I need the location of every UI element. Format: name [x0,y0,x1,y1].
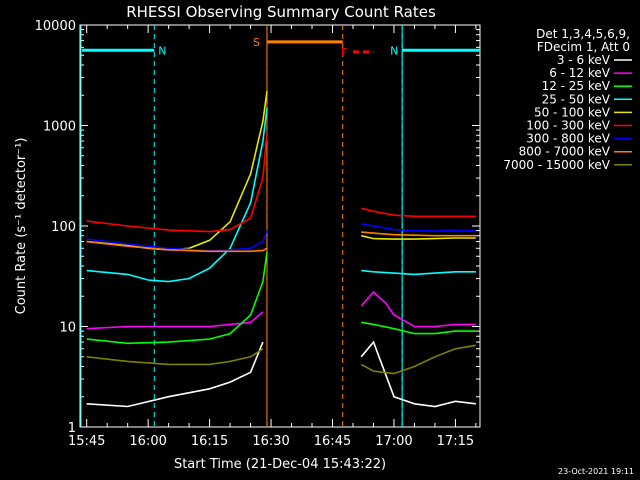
legend-label: 800 - 7000 keV [519,145,611,159]
y-tick-label: 1 [68,421,76,436]
y-tick-label: 10 [59,321,76,336]
series-line-6-12keV [360,290,476,328]
series-line-25-50keV [361,269,476,276]
series-line-300-800keV [361,223,476,232]
flag-label-n: N [390,44,398,57]
legend-label: 25 - 50 keV [542,92,611,106]
series-line-7000-15000keV [86,348,264,366]
legend-header-line-2: FDecim 1, Att 0 [537,40,630,54]
y-axis-label: Count Rate (s⁻¹ detector⁻¹) [14,138,29,315]
legend-label: 100 - 300 keV [526,119,610,133]
series-line-25-50keV [86,107,268,283]
series-line-12-25keV [86,251,268,345]
timestamp: 23-Oct-2021 19:11 [558,467,634,476]
x-tick-label: 17:00 [375,434,412,449]
legend-label: 3 - 6 keV [557,53,611,67]
series-line-800-7000keV [86,240,268,253]
x-axis-label: Start Time (21-Dec-04 15:43:22) [174,457,386,472]
series-line-100-300keV [86,132,268,233]
series-line-100-300keV [361,207,476,218]
series-line-12-25keV [361,321,476,335]
chart-title: RHESSI Observing Summary Count Rates [126,3,436,21]
flag-label-n: N [158,44,166,57]
plot-frame [79,24,481,428]
legend-label: 300 - 800 keV [526,132,610,146]
legend-header-line-1: Det 1,3,4,5,6,9, [536,27,630,41]
x-tick-label: 17:15 [437,434,474,449]
series-line-50-100keV [361,234,476,240]
flag-label-f: F [341,46,347,59]
series-line-7000-15000keV [360,344,477,375]
x-tick-label: 16:45 [314,434,351,449]
x-tick-label: 16:00 [129,434,166,449]
series-line-6-12keV [86,311,264,330]
y-tick-label: 10000 [35,19,76,34]
series-line-3-6keV [360,340,476,408]
flag-label-s: S [253,36,260,49]
x-tick-label: 16:15 [191,434,228,449]
legend-label: 50 - 100 keV [534,105,611,119]
legend-label: 12 - 25 keV [542,79,611,93]
y-tick-label: 100 [51,220,76,235]
legend-label: 7000 - 15000 keV [503,158,610,172]
x-tick-label: 15:45 [68,434,105,449]
legend-label: 6 - 12 keV [549,66,611,80]
y-tick-label: 1000 [43,120,76,135]
legend: Det 1,3,4,5,6,9, FDecim 1, Att 0 3 - 6 k… [503,27,632,172]
series-line-800-7000keV [361,231,476,237]
series-line-300-800keV [86,230,268,252]
x-tick-label: 16:30 [252,434,289,449]
series-line-3-6keV [86,341,264,408]
